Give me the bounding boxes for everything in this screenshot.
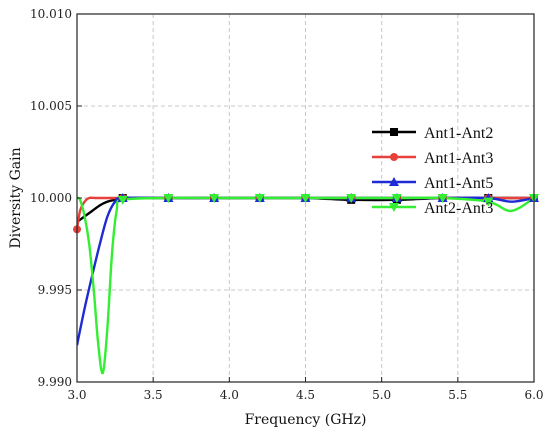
- y-tick-label: 9.995: [38, 283, 72, 297]
- legend-swatch-marker: [390, 153, 398, 161]
- axis-ticks: 3.0 3.5 4.0 4.5 5.0 5.5 6.0 9.990 9.995 10.000 10.…: [30, 7, 544, 402]
- y-tick-label: 9.990: [38, 375, 72, 389]
- x-tick-label: 3.5: [144, 388, 163, 402]
- series-marker-4: [300, 194, 311, 203]
- series-marker-4: [163, 194, 174, 203]
- x-tick-label: 4.0: [220, 388, 239, 402]
- series-marker-4: [117, 195, 128, 205]
- series-marker-4: [209, 194, 220, 203]
- x-axis-title: Frequency (GHz): [245, 412, 367, 428]
- legend-swatch-marker: [389, 203, 399, 212]
- y-tick-label: 10.000: [30, 191, 72, 205]
- legend-swatch-marker: [390, 128, 398, 136]
- series-marker-4: [346, 194, 357, 203]
- series-markers: [73, 193, 539, 234]
- x-tick-label: 4.5: [296, 388, 315, 402]
- x-tick-label: 6.0: [524, 388, 543, 402]
- legend: Ant1-Ant2 Ant1-Ant3 Ant1-Ant5 Ant2-Ant3: [372, 125, 493, 217]
- legend-label: Ant2-Ant3: [424, 200, 493, 217]
- x-tick-label: 5.5: [448, 388, 467, 402]
- x-tick-label: 5.0: [372, 388, 391, 402]
- y-tick-label: 10.005: [30, 99, 72, 113]
- y-tick-label: 10.010: [30, 7, 72, 21]
- series-marker-4: [254, 194, 265, 203]
- legend-swatch-marker: [389, 177, 399, 186]
- legend-label: Ant1-Ant3: [424, 150, 493, 167]
- series-marker-4: [483, 197, 494, 207]
- y-axis-title: Diversity Gain: [8, 147, 24, 248]
- series-marker-4: [437, 194, 448, 203]
- legend-label: Ant1-Ant5: [424, 175, 493, 192]
- series-marker-4: [391, 194, 402, 203]
- x-tick-label: 3.0: [67, 388, 86, 402]
- legend-label: Ant1-Ant2: [424, 125, 493, 142]
